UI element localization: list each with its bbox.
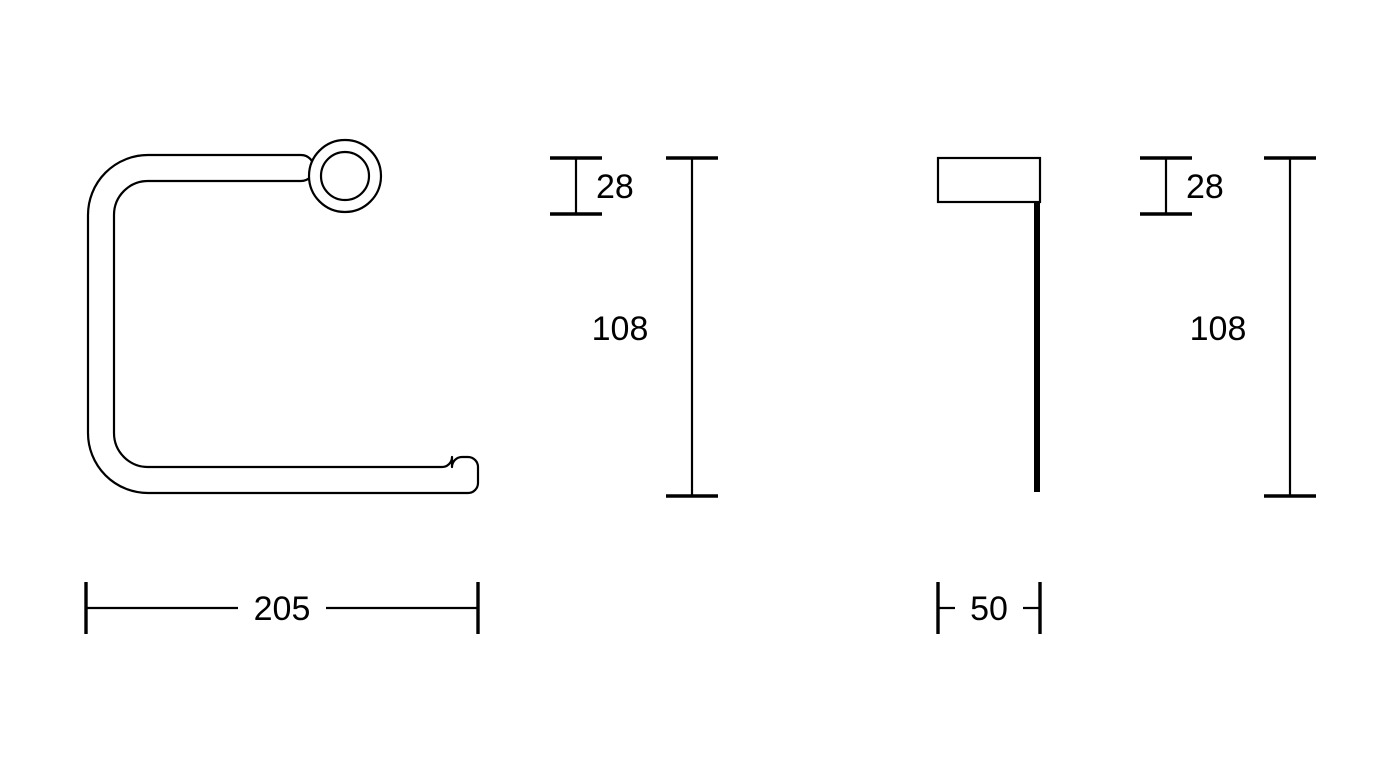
front-view-bracket-outline: [88, 155, 478, 493]
dim-front_width: 205: [86, 582, 478, 634]
dim-side_boss-label: 28: [1186, 168, 1224, 206]
dim-front_boss-label: 28: [596, 168, 634, 206]
dim-front_height-label: 108: [592, 310, 649, 348]
dim-side_height-label: 108: [1190, 310, 1247, 348]
dim-front_boss: 28: [550, 158, 634, 214]
front-view-boss-outer-circle: [309, 140, 381, 212]
dim-side_height: 108: [1190, 158, 1316, 496]
dim-front_width-label: 205: [254, 590, 311, 628]
dim-side_boss: 28: [1140, 158, 1224, 214]
dim-side_width-label: 50: [970, 590, 1008, 628]
side-view-boss-block: [938, 158, 1040, 202]
dim-front_height: 108: [592, 158, 718, 496]
dim-side_width: 50: [938, 582, 1040, 634]
